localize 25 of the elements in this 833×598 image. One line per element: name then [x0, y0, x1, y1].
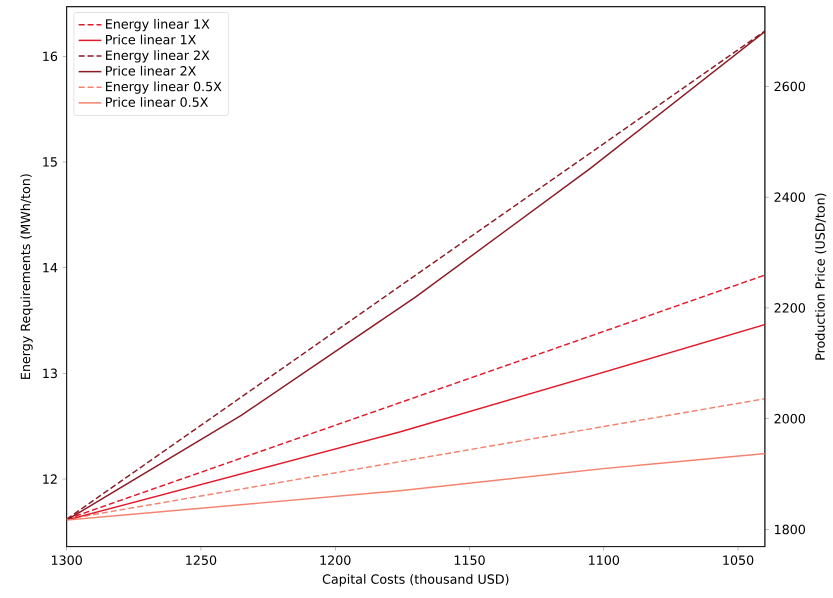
legend-label: Energy linear 0.5X: [106, 81, 222, 94]
x-tick-label: 1300: [52, 555, 82, 565]
y2-tick-label: 2600: [774, 82, 806, 92]
y-tick-label: 12: [43, 474, 57, 484]
x-tick-label: 1150: [454, 555, 485, 565]
x-tick-label: 1250: [186, 555, 216, 565]
legend-label: Energy linear 1X: [106, 18, 210, 32]
y2-axis-title: Production Price (USD/ton): [815, 194, 826, 360]
legend-label: Energy linear 2X: [106, 50, 210, 62]
y-axis-title: Energy Requirements (MWh/ton): [20, 174, 33, 379]
x-axis-title: Capital Costs (thousand USD): [322, 574, 508, 586]
legend-label: Price linear 2X: [106, 66, 196, 76]
x-tick-label: 1200: [320, 555, 350, 565]
legend-label: Price linear 0.5X: [106, 97, 208, 107]
x-tick-label: 1050: [723, 555, 754, 565]
x-tick-label: 1100: [589, 555, 620, 565]
y2-tick-label: 1800: [775, 524, 806, 534]
y-tick-label: 13: [43, 368, 57, 378]
y2-tick-label: 2200: [774, 303, 806, 313]
y-tick-label: 14: [43, 263, 58, 272]
y2-tick-label: 2400: [774, 192, 806, 202]
y2-tick-label: 2000: [774, 414, 806, 424]
y-tick-label: 15: [43, 157, 57, 167]
legend-label: Price linear 1X: [106, 34, 196, 44]
y-tick-label: 16: [43, 52, 58, 62]
